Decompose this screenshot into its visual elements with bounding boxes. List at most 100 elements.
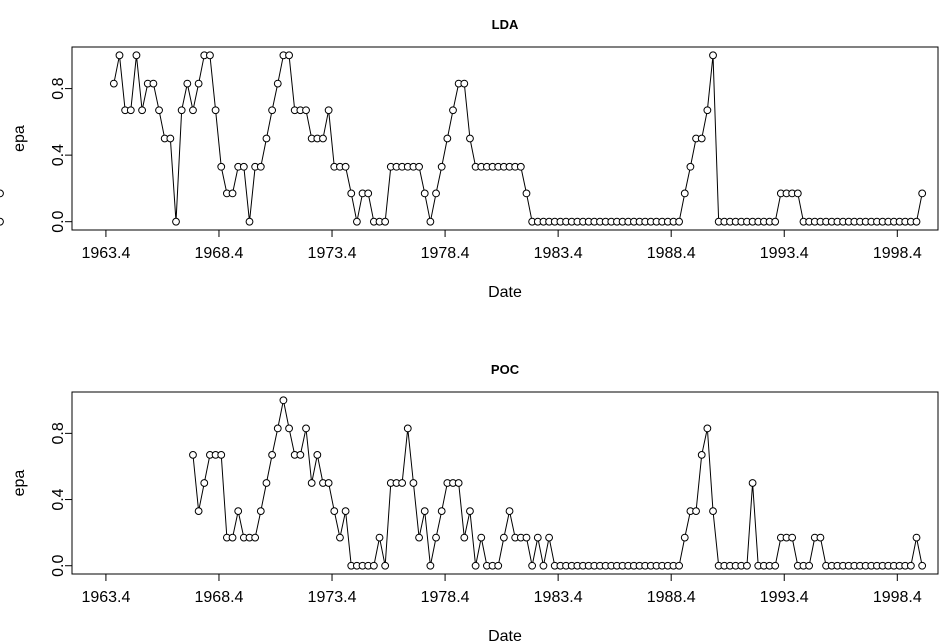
point xyxy=(285,51,293,60)
chart-title: POC xyxy=(491,362,520,377)
point xyxy=(454,479,463,487)
x-tick-label: 1993.4 xyxy=(760,245,809,262)
point xyxy=(398,479,407,487)
x-tick-label: 1973.4 xyxy=(308,245,357,262)
point xyxy=(200,479,209,487)
point xyxy=(262,134,271,143)
point xyxy=(466,507,474,516)
point xyxy=(748,479,757,487)
point xyxy=(918,189,927,198)
y-axis-label: epa xyxy=(11,470,28,497)
point xyxy=(256,162,265,171)
point xyxy=(364,189,373,198)
point xyxy=(816,533,825,542)
point xyxy=(680,189,689,198)
point xyxy=(697,450,706,459)
point xyxy=(460,533,469,542)
point xyxy=(307,479,316,487)
point xyxy=(273,424,282,433)
point xyxy=(443,134,452,143)
point xyxy=(516,162,525,171)
point xyxy=(279,396,288,405)
point xyxy=(675,561,684,570)
point xyxy=(381,217,390,226)
point xyxy=(285,424,293,433)
point xyxy=(268,106,277,115)
y-tick-label: 0.4 xyxy=(50,488,67,510)
point xyxy=(771,217,780,226)
x-tick-label: 1998.4 xyxy=(873,245,922,262)
x-tick-label: 1988.4 xyxy=(647,589,696,606)
x-tick-label: 1963.4 xyxy=(81,245,130,262)
y-axis-label: epa xyxy=(11,125,28,152)
point xyxy=(912,217,921,226)
point xyxy=(155,106,163,115)
point xyxy=(771,561,780,570)
point xyxy=(302,106,310,115)
point xyxy=(403,424,412,433)
point xyxy=(437,162,446,171)
point xyxy=(906,561,915,570)
point xyxy=(426,561,435,570)
point xyxy=(709,507,717,516)
point xyxy=(296,450,305,459)
point xyxy=(912,533,921,542)
point xyxy=(273,79,282,88)
point xyxy=(437,507,446,516)
point xyxy=(206,51,214,60)
y-tick-label: 0.0 xyxy=(50,210,67,232)
point xyxy=(0,189,4,198)
point xyxy=(466,134,474,143)
point xyxy=(330,507,339,516)
point xyxy=(217,450,226,459)
point xyxy=(522,533,531,542)
point xyxy=(341,162,350,171)
point xyxy=(703,106,712,115)
chart-title: LDA xyxy=(492,17,519,32)
x-tick-label: 1968.4 xyxy=(195,589,244,606)
point xyxy=(805,561,814,570)
point xyxy=(138,106,146,115)
x-tick-label: 1963.4 xyxy=(81,589,130,606)
point xyxy=(234,507,243,516)
point xyxy=(228,189,237,198)
point xyxy=(251,533,260,542)
point xyxy=(189,106,197,115)
x-tick-label: 1993.4 xyxy=(760,589,809,606)
point xyxy=(415,533,423,542)
x-tick-label: 1988.4 xyxy=(647,245,696,262)
point xyxy=(109,79,118,88)
x-tick-label: 1978.4 xyxy=(421,245,470,262)
point xyxy=(703,424,712,433)
point xyxy=(494,561,503,570)
point xyxy=(256,507,265,516)
point xyxy=(499,533,508,542)
point xyxy=(426,217,435,226)
point xyxy=(132,51,141,60)
point xyxy=(709,51,717,60)
point xyxy=(375,533,384,542)
point xyxy=(471,561,480,570)
point xyxy=(918,561,927,570)
y-tick-label: 0.4 xyxy=(50,144,67,166)
point xyxy=(533,533,542,542)
point xyxy=(194,507,203,516)
point xyxy=(680,533,689,542)
x-tick-label: 1968.4 xyxy=(195,245,244,262)
point xyxy=(369,561,378,570)
point xyxy=(194,79,203,88)
point xyxy=(420,189,429,198)
point xyxy=(115,51,124,60)
point xyxy=(528,561,537,570)
point xyxy=(217,162,226,171)
x-axis-label: Date xyxy=(488,628,522,641)
point xyxy=(793,189,802,198)
point xyxy=(183,79,192,88)
point xyxy=(0,217,4,226)
point xyxy=(177,106,186,115)
y-tick-label: 0.8 xyxy=(50,422,67,444)
point xyxy=(420,507,429,516)
point xyxy=(268,450,277,459)
point xyxy=(319,134,327,143)
point xyxy=(743,561,751,570)
